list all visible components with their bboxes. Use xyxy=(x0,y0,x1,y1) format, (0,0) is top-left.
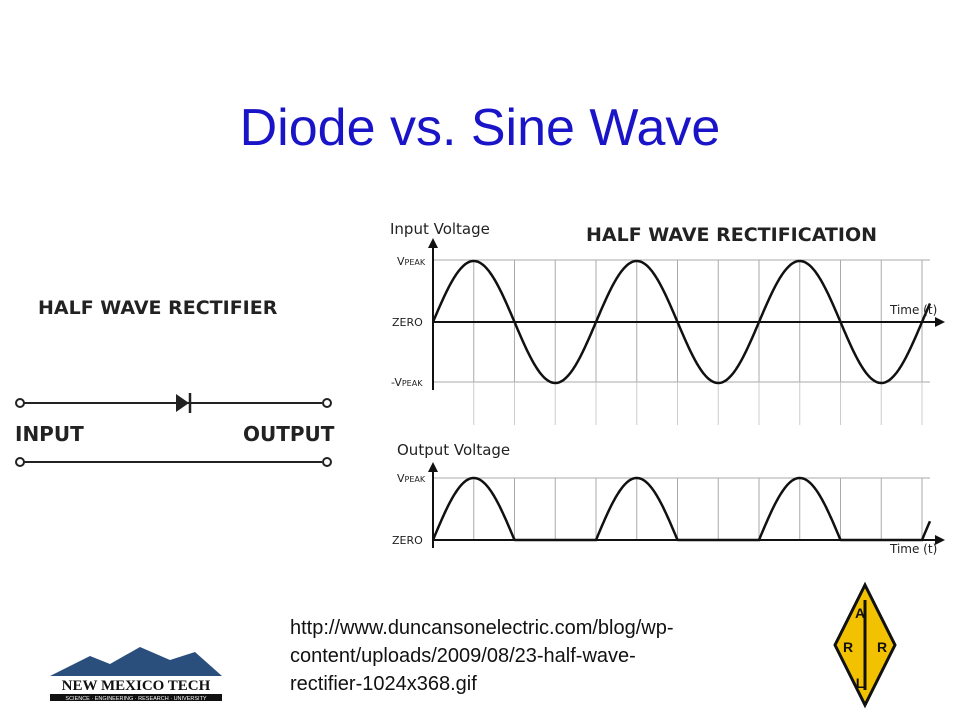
level-label: VPEAK xyxy=(397,472,426,485)
output-wave xyxy=(431,476,932,542)
logo-letter: L xyxy=(856,675,865,691)
axis-title: Output Voltage xyxy=(397,441,510,459)
nmt-logo: NEW MEXICO TECH SCIENCE · ENGINEERING · … xyxy=(50,647,222,702)
diagram-title: HALF WAVE RECTIFICATION xyxy=(586,224,877,246)
url-line: content/uploads/2009/08/23-half-wave- xyxy=(290,645,636,667)
mountains xyxy=(50,647,222,676)
rectifier-diagram: HALF WAVE RECTIFIER INPUT OUTPUT xyxy=(15,297,335,467)
level-main: V xyxy=(397,255,405,268)
level-main: -V xyxy=(391,376,402,389)
axis-arrow xyxy=(428,238,438,248)
level-sub: PEAK xyxy=(405,475,426,484)
arrl-logo: A R R L xyxy=(833,581,897,709)
level-label: -VPEAK xyxy=(391,376,423,389)
rectification-diagram: HALF WAVE RECTIFICATION Input Voltage Ou… xyxy=(390,220,945,556)
source-url: http://www.duncansonelectric.com/blog/wp… xyxy=(290,617,679,695)
diode xyxy=(176,394,189,412)
terminal xyxy=(322,398,332,408)
url-line: http://www.duncansonelectric.com/blog/wp… xyxy=(290,617,674,639)
logo-bar xyxy=(50,694,222,701)
terminal xyxy=(322,457,332,467)
terminal xyxy=(15,457,25,467)
logo-name: NEW MEXICO TECH xyxy=(62,678,211,694)
input-label: INPUT xyxy=(15,422,84,446)
diagram-title: HALF WAVE RECTIFIER xyxy=(38,297,278,319)
url-line: rectifier-1024x368.gif xyxy=(290,673,477,695)
terminal xyxy=(15,398,25,408)
logo-letter: R xyxy=(843,639,853,655)
logo-tagline: SCIENCE · ENGINEERING · RESEARCH · UNIVE… xyxy=(65,696,207,702)
axis-arrow xyxy=(935,535,945,545)
axis-arrow xyxy=(428,462,438,472)
level-label: ZERO xyxy=(392,534,423,547)
logo-letter: A xyxy=(855,605,865,621)
level-main: V xyxy=(397,472,405,485)
axis-arrow xyxy=(935,317,945,327)
time-label: Time (t) xyxy=(889,542,937,556)
slide-title: Diode vs. Sine Wave xyxy=(240,99,721,157)
level-sub: PEAK xyxy=(405,258,426,267)
level-label: VPEAK xyxy=(397,255,426,268)
output-label: OUTPUT xyxy=(243,422,335,446)
logo-band xyxy=(50,676,222,693)
axis-title: Input Voltage xyxy=(390,220,490,238)
level-sub: PEAK xyxy=(402,379,423,388)
input-wave xyxy=(431,259,932,385)
level-label: ZERO xyxy=(392,316,423,329)
logo-letter: R xyxy=(877,639,887,655)
